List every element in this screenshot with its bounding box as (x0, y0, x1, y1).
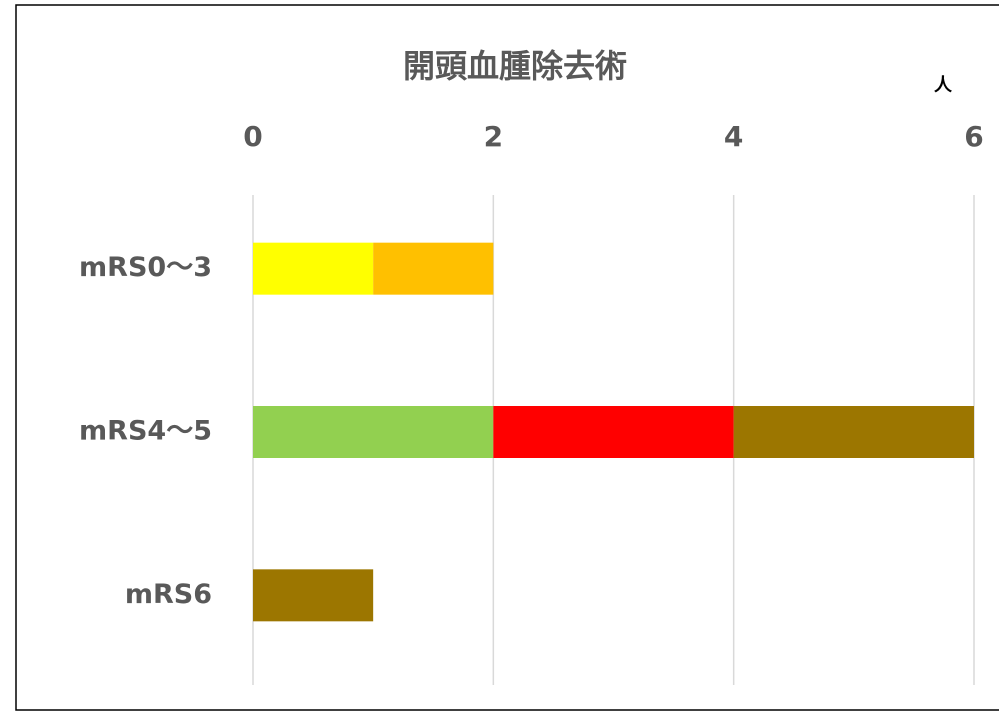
bar-segment (253, 569, 374, 622)
x-tick-label: 2 (484, 120, 503, 153)
bar-segment (733, 406, 974, 458)
bar-segment (373, 242, 494, 295)
bar-segment (253, 406, 494, 458)
y-tick-label: mRS4〜5 (79, 416, 212, 447)
bar-segment (253, 242, 374, 295)
bar-segment (493, 406, 734, 458)
y-tick-label: mRS6 (125, 579, 212, 610)
y-tick-label: mRS0〜3 (79, 252, 212, 283)
chart-frame (15, 4, 999, 711)
axis-unit: 人 (934, 75, 953, 96)
x-tick-label: 0 (243, 120, 262, 153)
x-tick-label: 4 (724, 120, 743, 153)
chart-title: 開頭血腫除去術 (403, 47, 627, 85)
x-tick-label: 6 (964, 120, 983, 153)
